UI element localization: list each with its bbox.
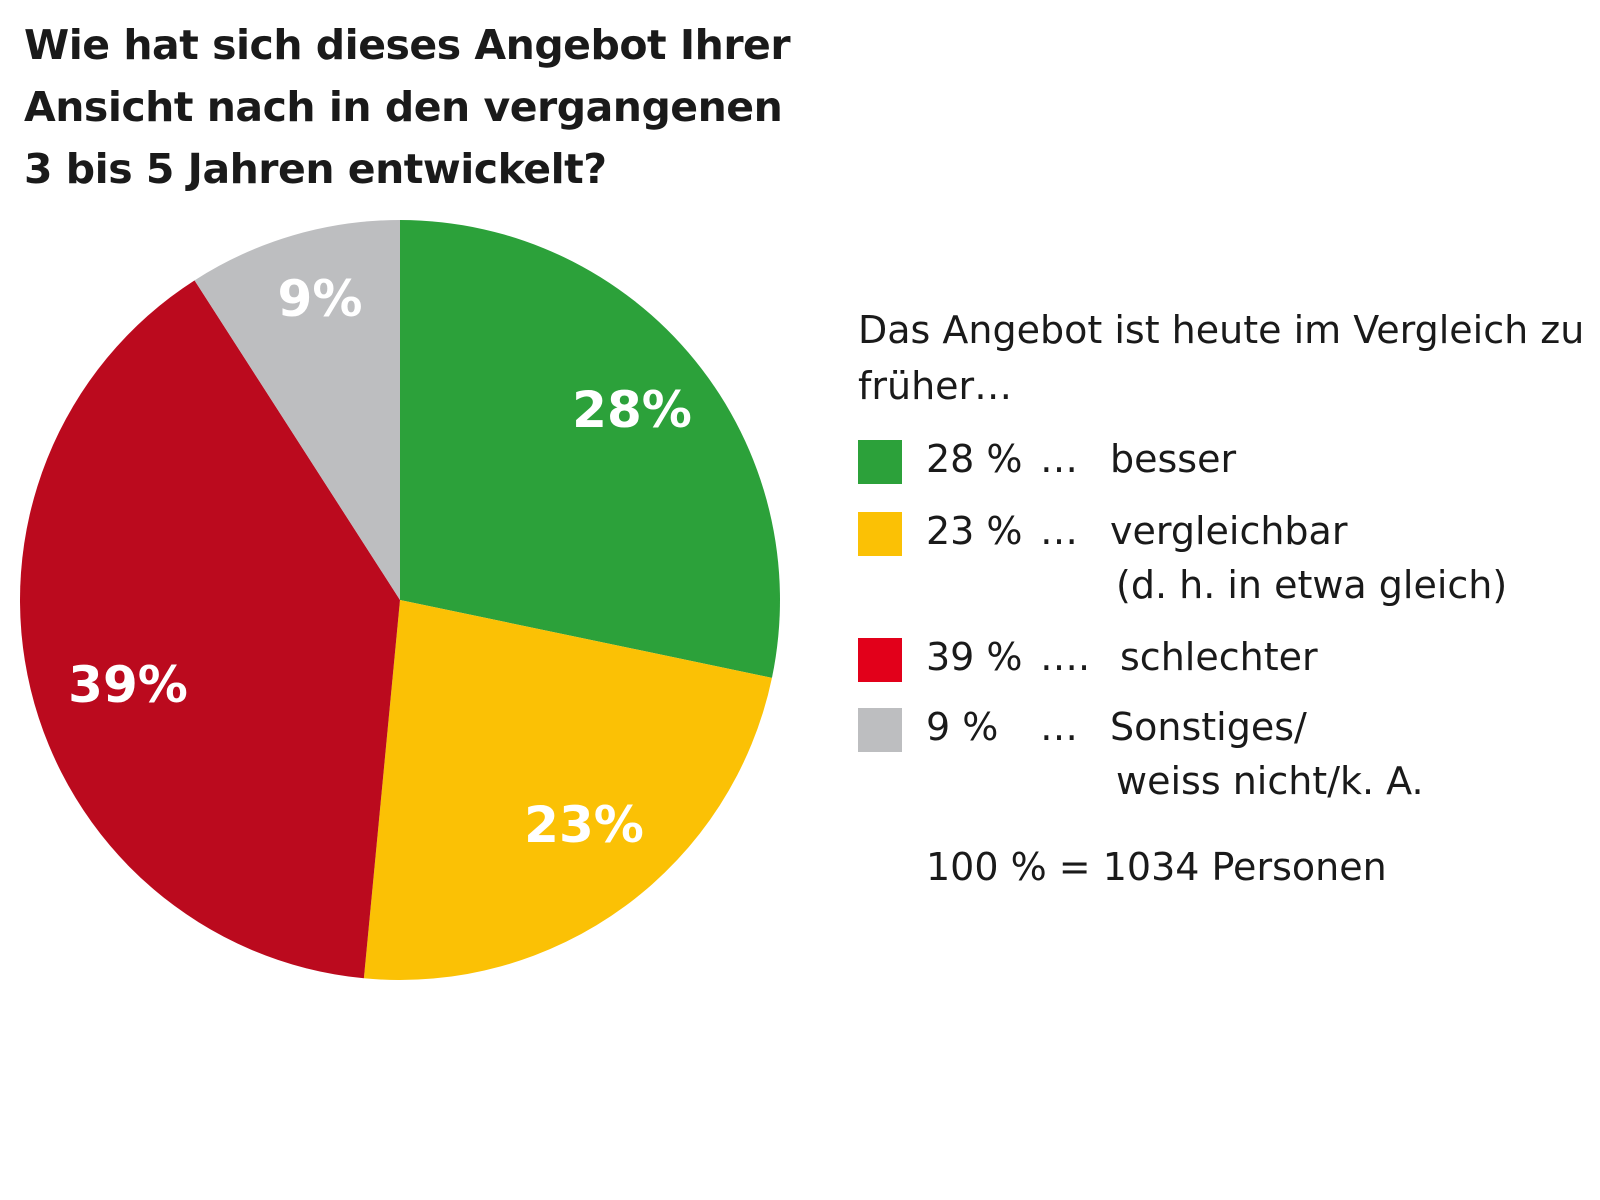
legend-text-line: vergleichbar [1110, 509, 1348, 553]
chart-title-line: Ansicht nach in den vergangenen [24, 83, 783, 131]
legend-text: besser [1110, 432, 1236, 486]
legend-title-line: Das Angebot ist heute im Vergleich zu [858, 308, 1585, 352]
pie-slice-vergleichbar [363, 600, 772, 981]
legend-text-line: besser [1110, 437, 1237, 481]
legend-dots: … [1040, 437, 1078, 481]
legend-title-line: früher… [858, 364, 1013, 408]
legend-text-line: Sonstiges/ [1110, 705, 1307, 749]
pie-chart: 28% 23% 39% 9% [19, 220, 780, 981]
pie-slice-schlechter [19, 280, 400, 979]
pie-slice-besser [400, 220, 780, 678]
legend-dots: … [1040, 705, 1078, 749]
slice-label-besser: 28% [572, 381, 692, 439]
legend-swatch [858, 638, 902, 682]
legend-swatch [858, 708, 902, 752]
legend-dots: … [1040, 509, 1078, 553]
legend-title: Das Angebot ist heute im Vergleich zu fr… [858, 302, 1598, 414]
slice-label-vergleichbar: 23% [524, 796, 644, 854]
slice-label-sonstiges: 9% [278, 270, 363, 328]
chart-title: Wie hat sich dieses Angebot Ihrer Ansich… [24, 14, 791, 200]
legend-dots: …. [1040, 635, 1091, 679]
sample-size-note: 100 % = 1034 Personen [926, 845, 1387, 889]
legend-text: vergleichbar (d. h. in etwa gleich) [1110, 504, 1507, 612]
legend-percent: 28 % [926, 437, 1023, 481]
legend-text-line: schlechter [1120, 635, 1318, 679]
legend-percent: 23 % [926, 509, 1023, 553]
pie-slice-sonstiges [194, 220, 400, 600]
chart-title-line: Wie hat sich dieses Angebot Ihrer [24, 21, 791, 69]
legend-text-line: (d. h. in etwa gleich) [1116, 563, 1508, 607]
legend-text: Sonstiges/ weiss nicht/k. A. [1110, 700, 1424, 808]
legend-swatch [858, 440, 902, 484]
legend-text-line: weiss nicht/k. A. [1116, 759, 1424, 803]
legend-swatch [858, 512, 902, 556]
chart-title-line: 3 bis 5 Jahren entwickelt? [24, 145, 607, 193]
slice-label-schlechter: 39% [68, 656, 188, 714]
legend-text: schlechter [1120, 630, 1318, 684]
legend-percent: 9 % [926, 705, 999, 749]
legend-percent: 39 % [926, 635, 1023, 679]
